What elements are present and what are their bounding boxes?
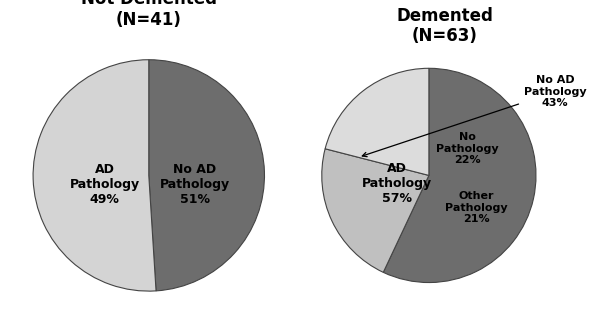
Text: AD
Pathology
57%: AD Pathology 57% [362,163,432,205]
Wedge shape [149,60,265,291]
Text: No AD
Pathology
43%: No AD Pathology 43% [362,75,587,157]
Text: Other
Pathology
21%: Other Pathology 21% [445,191,508,224]
Text: No
Pathology
22%: No Pathology 22% [436,132,499,165]
Text: AD
Pathology
49%: AD Pathology 49% [70,163,140,206]
Title: Not Demented
(N=41): Not Demented (N=41) [81,0,217,29]
Title: Demented
(N=63): Demented (N=63) [397,7,493,45]
Wedge shape [383,68,536,282]
Text: No AD
Pathology
51%: No AD Pathology 51% [160,163,230,206]
Wedge shape [33,60,156,291]
Wedge shape [322,149,429,272]
Wedge shape [325,68,429,175]
